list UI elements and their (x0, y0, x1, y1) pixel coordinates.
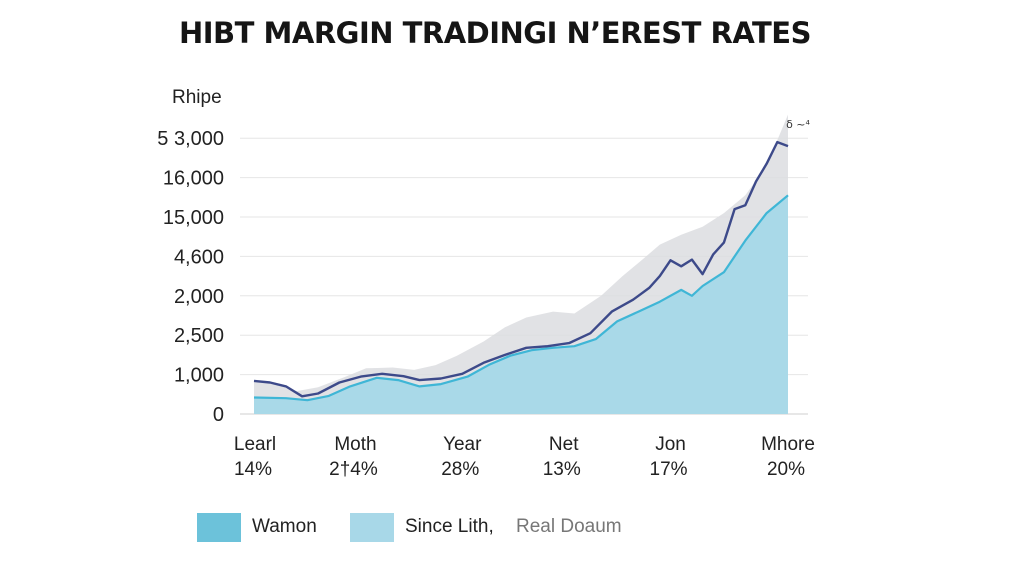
x-tick-value: 13% (543, 459, 581, 480)
legend-item-real-doaum: Real Doaum (516, 510, 622, 544)
y-axis-label: Rhipe (172, 87, 222, 108)
x-tick-value: 28% (441, 459, 479, 480)
y-tick-label: 5 3,000 (157, 128, 224, 150)
y-tick-label: 1,000 (174, 365, 224, 387)
x-tick-value: 17% (650, 459, 688, 480)
x-tick-value: 2†4% (329, 459, 378, 480)
series-line-since-lith (253, 140, 789, 398)
y-tick-label: 15,000 (163, 207, 224, 229)
series-area-wamon (254, 195, 788, 414)
y-tick-label: 16,000 (163, 168, 224, 190)
x-tick-label: Learl (234, 434, 276, 455)
y-tick-label: 2,000 (174, 286, 224, 308)
x-tick-label: Year (443, 434, 482, 455)
y-tick-label: 4,600 (174, 246, 224, 268)
y-tick-label: 0 (213, 404, 224, 426)
series-edge-wamon (253, 194, 789, 402)
legend-item-since-lith: Since Lith, (350, 510, 494, 544)
legend-swatch-since-lith (350, 512, 394, 542)
legend-label-since-lith: Since Lith, (405, 516, 494, 537)
x-tick-label: Mhore (761, 434, 815, 455)
x-tick-label: Net (549, 434, 579, 455)
legend-label-real-doaum: Real Doaum (516, 516, 622, 537)
legend-swatch-wamon (197, 512, 241, 542)
x-tick-value: 20% (767, 459, 805, 480)
legend-label-wamon: Wamon (252, 516, 317, 537)
x-tick-label: Moth (334, 434, 376, 455)
x-tick-label: Jon (655, 434, 686, 455)
chart-title: HIBT MARGIN TRADINGI N’EREST RATES (178, 16, 812, 50)
chart-annotation: δ ~⁴ (786, 118, 810, 131)
legend-item-wamon: Wamon (197, 510, 317, 544)
y-tick-label: 2,500 (174, 325, 224, 347)
x-tick-value: 14% (234, 459, 272, 480)
